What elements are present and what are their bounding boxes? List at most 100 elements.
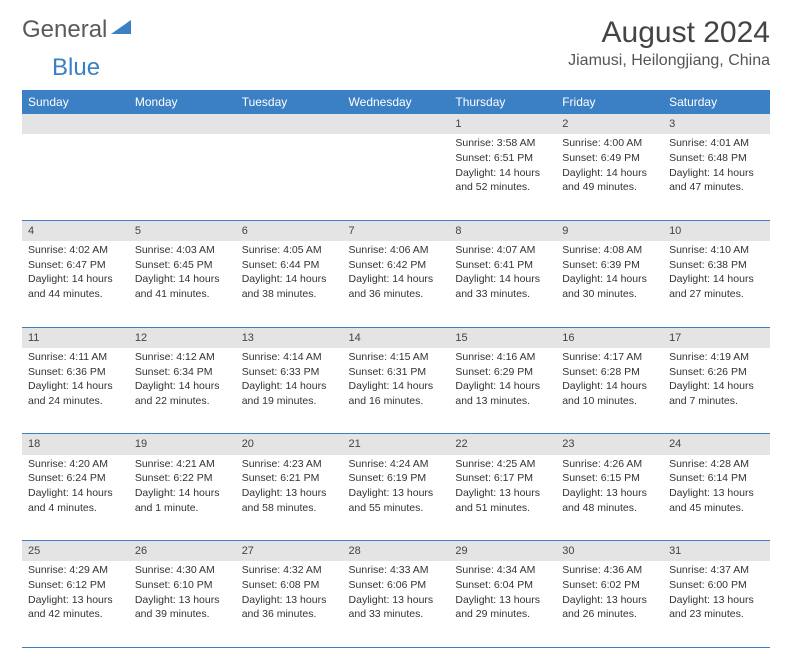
sun-line: Sunrise: 4:33 AM (349, 564, 444, 578)
sun-line: Sunset: 6:44 PM (242, 259, 337, 273)
day-number-cell: 15 (449, 327, 556, 348)
sun-line: Daylight: 14 hours (455, 273, 550, 287)
sun-line: and 49 minutes. (562, 181, 657, 195)
sun-line: and 36 minutes. (242, 608, 337, 622)
sun-line: Sunset: 6:26 PM (669, 366, 764, 380)
day-number-cell: 2 (556, 114, 663, 134)
day-header: Sunday (22, 90, 129, 114)
day-info-cell: Sunrise: 4:32 AMSunset: 6:08 PMDaylight:… (236, 561, 343, 647)
day-number-cell (236, 114, 343, 134)
day-info-cell: Sunrise: 4:10 AMSunset: 6:38 PMDaylight:… (663, 241, 770, 327)
sun-line: Daylight: 14 hours (562, 380, 657, 394)
sun-line: Daylight: 13 hours (562, 594, 657, 608)
day-number-cell: 27 (236, 541, 343, 562)
sun-line: and 36 minutes. (349, 288, 444, 302)
day-number-cell: 18 (22, 434, 129, 455)
sun-line: Sunset: 6:34 PM (135, 366, 230, 380)
day-info-cell: Sunrise: 4:25 AMSunset: 6:17 PMDaylight:… (449, 455, 556, 541)
sun-line: Daylight: 14 hours (669, 167, 764, 181)
sun-line: Daylight: 14 hours (669, 380, 764, 394)
sun-line: Sunset: 6:22 PM (135, 472, 230, 486)
day-info-cell: Sunrise: 4:00 AMSunset: 6:49 PMDaylight:… (556, 134, 663, 220)
day-header: Tuesday (236, 90, 343, 114)
day-number-cell: 17 (663, 327, 770, 348)
sun-line: and 27 minutes. (669, 288, 764, 302)
day-info-cell: Sunrise: 4:34 AMSunset: 6:04 PMDaylight:… (449, 561, 556, 647)
sun-line: Sunset: 6:39 PM (562, 259, 657, 273)
calendar-header-row: SundayMondayTuesdayWednesdayThursdayFrid… (22, 90, 770, 114)
day-info-cell: Sunrise: 4:19 AMSunset: 6:26 PMDaylight:… (663, 348, 770, 434)
day-info-cell: Sunrise: 4:03 AMSunset: 6:45 PMDaylight:… (129, 241, 236, 327)
sun-line: Daylight: 13 hours (349, 487, 444, 501)
day-info-cell: Sunrise: 4:11 AMSunset: 6:36 PMDaylight:… (22, 348, 129, 434)
day-number-cell: 13 (236, 327, 343, 348)
day-info-cell (129, 134, 236, 220)
sun-line: and 19 minutes. (242, 395, 337, 409)
day-number-cell: 5 (129, 220, 236, 241)
day-info-cell: Sunrise: 4:08 AMSunset: 6:39 PMDaylight:… (556, 241, 663, 327)
sun-line: Sunrise: 3:58 AM (455, 137, 550, 151)
day-info-cell: Sunrise: 4:16 AMSunset: 6:29 PMDaylight:… (449, 348, 556, 434)
sun-line: and 45 minutes. (669, 502, 764, 516)
sun-line: and 33 minutes. (349, 608, 444, 622)
day-number-cell: 25 (22, 541, 129, 562)
sun-line: Sunset: 6:12 PM (28, 579, 123, 593)
day-info-cell: Sunrise: 4:12 AMSunset: 6:34 PMDaylight:… (129, 348, 236, 434)
day-info-cell: Sunrise: 4:15 AMSunset: 6:31 PMDaylight:… (343, 348, 450, 434)
sun-line: Daylight: 14 hours (562, 167, 657, 181)
sun-line: and 1 minute. (135, 502, 230, 516)
sun-line: Sunset: 6:24 PM (28, 472, 123, 486)
sun-line: Sunrise: 4:37 AM (669, 564, 764, 578)
day-number-cell: 19 (129, 434, 236, 455)
day-info-cell: Sunrise: 4:17 AMSunset: 6:28 PMDaylight:… (556, 348, 663, 434)
sun-line: Sunset: 6:28 PM (562, 366, 657, 380)
sun-line: Daylight: 14 hours (455, 167, 550, 181)
day-header: Thursday (449, 90, 556, 114)
title-block: August 2024 Jiamusi, Heilongjiang, China (568, 16, 770, 70)
day-number-cell: 31 (663, 541, 770, 562)
location-label: Jiamusi, Heilongjiang, China (568, 52, 770, 70)
sun-line: Sunrise: 4:30 AM (135, 564, 230, 578)
sun-line: Daylight: 13 hours (455, 594, 550, 608)
sun-line: and 51 minutes. (455, 502, 550, 516)
sun-line: Sunrise: 4:34 AM (455, 564, 550, 578)
sun-line: and 41 minutes. (135, 288, 230, 302)
day-header: Friday (556, 90, 663, 114)
day-number-row: 11121314151617 (22, 327, 770, 348)
day-info-cell: Sunrise: 4:29 AMSunset: 6:12 PMDaylight:… (22, 561, 129, 647)
sun-line: Sunrise: 4:19 AM (669, 351, 764, 365)
sun-line: Sunset: 6:06 PM (349, 579, 444, 593)
sun-line: Daylight: 13 hours (349, 594, 444, 608)
sun-line: Daylight: 13 hours (455, 487, 550, 501)
sun-line: Sunset: 6:08 PM (242, 579, 337, 593)
sun-line: and 47 minutes. (669, 181, 764, 195)
sun-line: and 58 minutes. (242, 502, 337, 516)
sun-line: Sunset: 6:17 PM (455, 472, 550, 486)
day-number-cell: 6 (236, 220, 343, 241)
day-number-cell: 8 (449, 220, 556, 241)
sun-line: and 13 minutes. (455, 395, 550, 409)
sun-line: and 55 minutes. (349, 502, 444, 516)
day-info-cell: Sunrise: 4:26 AMSunset: 6:15 PMDaylight:… (556, 455, 663, 541)
sun-line: Sunrise: 4:28 AM (669, 458, 764, 472)
sun-line: Daylight: 14 hours (28, 487, 123, 501)
day-header: Wednesday (343, 90, 450, 114)
logo-triangle-icon (111, 18, 131, 39)
sun-line: and 38 minutes. (242, 288, 337, 302)
sun-line: and 26 minutes. (562, 608, 657, 622)
day-info-row: Sunrise: 4:20 AMSunset: 6:24 PMDaylight:… (22, 455, 770, 541)
sun-line: Sunset: 6:21 PM (242, 472, 337, 486)
sun-line: Daylight: 14 hours (349, 380, 444, 394)
sun-line: Sunrise: 4:15 AM (349, 351, 444, 365)
sun-line: Daylight: 14 hours (455, 380, 550, 394)
day-info-cell: Sunrise: 4:02 AMSunset: 6:47 PMDaylight:… (22, 241, 129, 327)
sun-line: Daylight: 13 hours (28, 594, 123, 608)
sun-line: Sunset: 6:31 PM (349, 366, 444, 380)
sun-line: and 23 minutes. (669, 608, 764, 622)
day-number-cell: 1 (449, 114, 556, 134)
sun-line: Sunset: 6:45 PM (135, 259, 230, 273)
day-info-cell: Sunrise: 4:30 AMSunset: 6:10 PMDaylight:… (129, 561, 236, 647)
sun-line: Sunrise: 4:20 AM (28, 458, 123, 472)
day-info-row: Sunrise: 3:58 AMSunset: 6:51 PMDaylight:… (22, 134, 770, 220)
sun-line: Daylight: 14 hours (242, 380, 337, 394)
